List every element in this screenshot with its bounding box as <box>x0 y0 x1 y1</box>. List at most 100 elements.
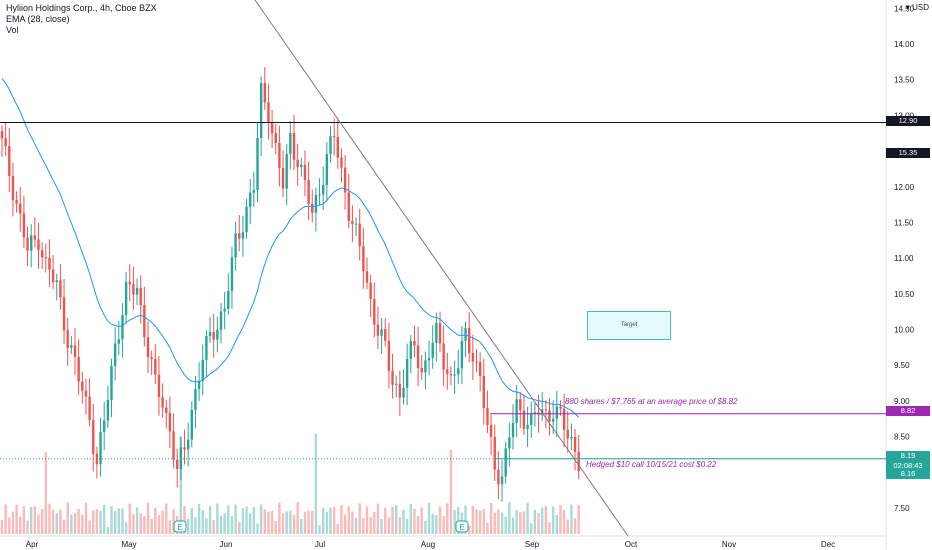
shares-note[interactable]: 880 shares / $7,765 at an average price … <box>565 397 738 406</box>
target-box[interactable]: Target <box>587 311 671 340</box>
volume-bar <box>81 514 84 534</box>
volume-bar <box>373 511 376 534</box>
price-axis[interactable]: 7.508.008.509.009.5010.0010.5011.0011.50… <box>894 4 915 513</box>
candle-body <box>132 284 135 295</box>
hedge-note[interactable]: Hedged $10 call 10/15/21 cost $0.22 <box>586 460 717 469</box>
candle-body <box>176 459 179 469</box>
volume-bar <box>40 509 44 534</box>
volume-bar <box>172 509 175 534</box>
volume-bar <box>190 507 193 534</box>
candle-body <box>252 189 256 193</box>
ema-line <box>1 78 580 418</box>
volume-bar <box>201 510 204 534</box>
time-axis[interactable]: Apr May Jun Jul Aug Sep Oct Nov Dec <box>26 540 835 549</box>
candle-body <box>99 431 102 465</box>
volume-bar <box>274 521 277 534</box>
volume-bar <box>22 506 26 534</box>
volume-bar <box>318 525 321 534</box>
legend-symbol[interactable]: Hyliion Holdings Corp., 4h, Cboe BZX <box>6 3 157 13</box>
candle-body <box>300 164 303 168</box>
currency-button[interactable]: ▾ USD <box>889 3 929 15</box>
volume-bar <box>99 510 102 534</box>
volume-bar <box>55 513 58 534</box>
y-tick-label: 12.00 <box>894 183 915 192</box>
candle-body <box>92 420 95 454</box>
volume-bar <box>19 516 22 534</box>
volume-bar <box>103 504 106 534</box>
candle-body <box>307 180 310 204</box>
y-tick-label: 10.00 <box>894 326 915 335</box>
volume-bar <box>551 506 555 534</box>
volume-bar <box>146 502 150 534</box>
y-tick-label: 13.50 <box>894 76 915 85</box>
candle-body <box>51 269 55 283</box>
volume-bar <box>351 511 354 534</box>
volume-bar <box>238 521 241 534</box>
volume-bar <box>106 527 110 534</box>
volume-bar <box>194 517 197 534</box>
volume-bar <box>292 515 296 534</box>
candle-body <box>165 407 168 413</box>
candle-body <box>259 82 263 138</box>
volume-bar <box>471 505 475 534</box>
candle-body <box>22 213 26 238</box>
candle-body <box>369 282 372 299</box>
volume-bar <box>347 506 350 534</box>
volume-bar <box>314 433 318 534</box>
candle-body <box>511 422 515 438</box>
volume-bar <box>391 507 394 534</box>
volume-bar <box>259 504 263 534</box>
candle-body <box>533 412 537 414</box>
y-tick-label: 9.50 <box>894 361 910 370</box>
x-tick-label: May <box>121 540 136 549</box>
candle-body <box>227 290 230 309</box>
candle-body <box>73 345 77 357</box>
candle-body <box>303 164 307 181</box>
candle-body <box>19 203 22 214</box>
candle-body <box>493 436 496 470</box>
candle-body <box>270 122 274 134</box>
candle-body <box>311 203 314 213</box>
volume-bar <box>486 522 489 534</box>
volume-bar <box>223 513 226 534</box>
candle-body <box>544 409 548 411</box>
candle-body <box>351 220 354 224</box>
candle-body <box>402 387 405 398</box>
volume-bar <box>493 512 496 534</box>
volume-bar <box>84 502 88 534</box>
candle-body <box>340 157 343 168</box>
volume-bar <box>132 514 135 534</box>
volume-bar <box>343 514 347 534</box>
candle-body <box>183 447 186 450</box>
volume-bar <box>281 513 285 534</box>
candle-body <box>161 397 164 408</box>
volume-bar <box>537 513 540 534</box>
candle-body <box>48 257 51 270</box>
candle-body <box>380 329 383 336</box>
candle-body <box>146 337 150 357</box>
earnings-marker-frame <box>455 520 469 533</box>
volume-bar <box>548 522 551 534</box>
x-tick-label: Jun <box>220 540 233 549</box>
prev-close-tag: 15.35 <box>886 148 930 158</box>
volume-bar <box>95 509 99 534</box>
candle-body <box>559 406 562 409</box>
volume-bar <box>88 520 91 534</box>
candle-body <box>285 153 288 189</box>
legend-volume[interactable]: Vol <box>6 25 19 35</box>
volume-bar <box>504 516 507 534</box>
volume-bar <box>73 513 77 534</box>
candle-body <box>241 232 245 239</box>
candle-body <box>44 257 47 259</box>
legend-ema[interactable]: EMA (28, close) <box>6 14 70 24</box>
candle-body <box>208 332 212 336</box>
candle-body <box>482 376 485 409</box>
volume-bar <box>482 509 485 534</box>
candle-body <box>245 206 248 233</box>
candle-body <box>197 380 201 389</box>
y-tick-label: 9.00 <box>894 397 910 406</box>
volume-bar <box>300 518 303 534</box>
candle-body <box>478 361 482 377</box>
candle-body <box>551 418 555 422</box>
